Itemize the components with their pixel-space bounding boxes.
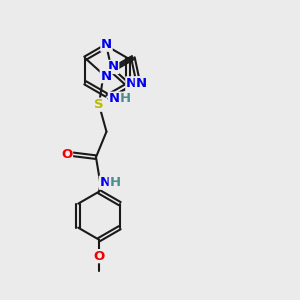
Text: N: N bbox=[100, 70, 111, 83]
Text: N: N bbox=[136, 77, 147, 90]
Text: N: N bbox=[108, 61, 119, 74]
Text: N: N bbox=[101, 38, 112, 51]
Text: S: S bbox=[94, 98, 104, 111]
Text: H: H bbox=[119, 92, 131, 105]
Text: O: O bbox=[93, 250, 105, 263]
Text: O: O bbox=[61, 148, 73, 161]
Text: N: N bbox=[99, 176, 110, 189]
Text: N: N bbox=[126, 77, 137, 90]
Text: H: H bbox=[109, 176, 120, 189]
Text: N: N bbox=[108, 92, 120, 105]
